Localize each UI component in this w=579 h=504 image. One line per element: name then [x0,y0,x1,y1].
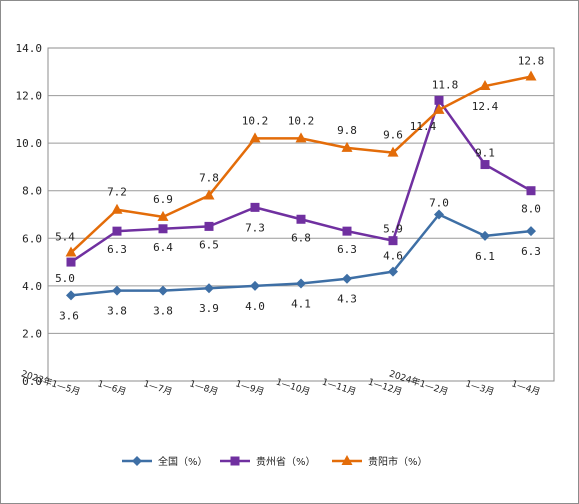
data-point [479,80,491,91]
data-label: 12.4 [472,100,499,113]
plot-area [47,47,555,382]
data-point [158,285,168,296]
data-label: 4.1 [291,297,311,310]
data-label: 6.8 [291,231,311,244]
data-label: 9.8 [337,124,357,137]
data-point [388,266,398,277]
data-point [526,186,536,196]
data-label: 9.6 [383,129,403,142]
legend-label: 全国（%） [158,455,208,468]
data-label: 3.8 [153,305,173,318]
data-label: 3.6 [59,309,79,322]
data-point [132,456,142,466]
series-layer [65,70,537,301]
data-label: 6.4 [153,241,173,254]
data-label: 10.2 [288,114,315,127]
data-label: 7.3 [245,221,265,234]
data-point [249,132,261,143]
data-point [66,290,76,301]
data-label: 4.6 [383,250,403,263]
y-tick-label: 4.0 [22,280,42,293]
data-label: 6.1 [475,250,495,263]
data-point [112,226,122,236]
data-point [250,202,260,212]
x-axis: 2023年1—5月 1—6月 1—7月 1—8月 1—9月 1—10月 1—11月 1—12月… [20,367,542,397]
data-point [341,455,353,465]
data-label: 12.8 [518,55,545,68]
y-axis: 0.0 2.0 4.0 6.0 8.0 10.0 12.0 14.0 [16,42,43,388]
data-point [341,141,353,152]
data-point [434,209,444,220]
data-point [526,226,536,237]
data-point [433,103,445,114]
data-label: 9.1 [475,147,495,160]
y-tick-label: 6.0 [22,232,42,245]
data-point [342,273,352,284]
data-label: 4.0 [245,300,265,313]
data-label: 11.4 [410,120,437,133]
data-point [388,236,398,246]
legend-label: 贵阳市（%） [368,455,428,468]
data-label: 5.0 [55,272,75,285]
data-point [204,221,214,231]
data-label: 10.2 [242,114,269,127]
data-label: 4.3 [337,293,357,306]
y-tick-label: 2.0 [22,327,42,340]
data-label: 3.8 [107,305,127,318]
x-tick-label: 1—11月 [321,377,358,398]
data-point [111,203,123,214]
data-point [480,160,490,170]
data-point [230,456,240,466]
grid [47,47,555,382]
data-point [157,210,169,221]
data-label: 6.5 [199,238,219,251]
data-label: 5.4 [55,231,75,244]
data-label: 6.3 [521,245,541,258]
data-point [434,95,444,105]
y-tick-label: 12.0 [16,90,43,103]
data-point [296,278,306,289]
data-label: 11.8 [432,78,459,91]
data-label: 5.9 [383,223,403,236]
data-point [387,146,399,157]
data-label: 7.8 [199,171,219,184]
y-tick-label: 14.0 [16,42,43,55]
data-label: 6.3 [107,243,127,256]
data-label: 6.9 [153,193,173,206]
data-label: 3.9 [199,302,219,315]
data-label: 7.0 [429,197,449,210]
data-point [66,257,76,267]
data-point [525,70,537,81]
data-point [250,280,260,291]
data-label: 7.2 [107,186,127,199]
data-label: 8.0 [521,203,541,216]
data-point [158,224,168,234]
data-point [296,214,306,224]
data-point [342,226,352,236]
data-point [480,230,490,241]
y-tick-label: 8.0 [22,185,42,198]
legend-label: 贵州省（%） [256,455,316,468]
data-point [204,283,214,294]
data-labels: 3.6 3.8 3.8 3.9 4.0 4.1 4.3 4.6 7.0 6.1 6.3 5.0 6.3 6… [55,55,544,323]
legend: 全国（%） 贵州省（%） 贵阳市（%） [122,455,428,468]
data-point [112,285,122,296]
y-tick-label: 10.0 [16,137,43,150]
data-point [65,246,77,257]
data-point [295,132,307,143]
x-tick-label: 1—10月 [275,377,312,398]
y-tick-label: 0.0 [22,375,42,388]
data-point [203,189,215,200]
data-label: 6.3 [337,243,357,256]
